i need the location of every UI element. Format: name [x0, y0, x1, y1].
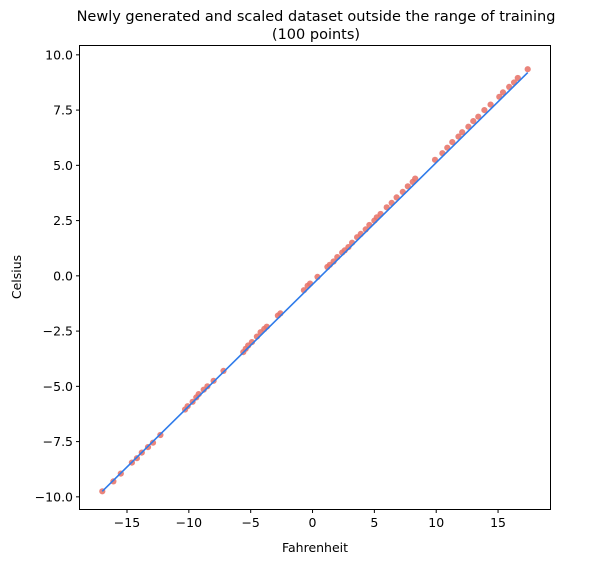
data-point: [459, 129, 466, 136]
y-axis-label: Celsius: [9, 255, 24, 299]
x-tick-label: −15: [114, 515, 140, 530]
data-point: [345, 244, 352, 251]
axis-ticks: −15 −10 −5 0 5 10 15 −10.0 −7.5 −5.0 −2.5 0.0 2.5 5.0…: [35, 47, 506, 530]
y-tick-label: −2.5: [43, 324, 73, 339]
x-axis-label: Fahrenheit: [282, 540, 348, 555]
y-tick-label: 0.0: [53, 268, 73, 283]
x-tick-label: 10: [428, 515, 444, 530]
x-tick-label: 0: [309, 515, 317, 530]
y-tick-label: 7.5: [53, 103, 73, 118]
fit-line: [101, 71, 529, 492]
y-tick-label: 2.5: [53, 213, 73, 228]
data-point: [487, 101, 494, 108]
y-tick-label: −10.0: [35, 489, 73, 504]
data-point: [499, 89, 507, 96]
data-point: [449, 139, 456, 146]
data-point: [470, 118, 477, 125]
data-point: [204, 383, 211, 390]
x-tick-label: −5: [241, 515, 259, 530]
x-tick-label: 15: [490, 515, 506, 530]
data-point: [412, 175, 419, 182]
plot-area: [99, 66, 531, 495]
data-point: [393, 194, 400, 201]
data-point: [465, 123, 472, 130]
data-point: [404, 183, 411, 190]
y-tick-label: 5.0: [53, 158, 73, 173]
chart-title: Newly generated and scaled dataset outsi…: [77, 9, 556, 25]
data-point: [248, 339, 255, 346]
x-tick-label: −10: [176, 515, 202, 530]
chart-subtitle: (100 points): [272, 27, 360, 43]
x-tick-label: 5: [370, 515, 378, 530]
data-point: [481, 107, 488, 114]
plot-frame: [79, 45, 551, 510]
y-tick-label: −7.5: [43, 434, 73, 449]
y-tick-label: 10.0: [45, 47, 73, 62]
data-point: [475, 113, 482, 120]
data-point: [524, 66, 531, 73]
y-tick-label: −5.0: [43, 379, 73, 394]
data-point: [514, 74, 521, 82]
data-point: [149, 439, 157, 446]
